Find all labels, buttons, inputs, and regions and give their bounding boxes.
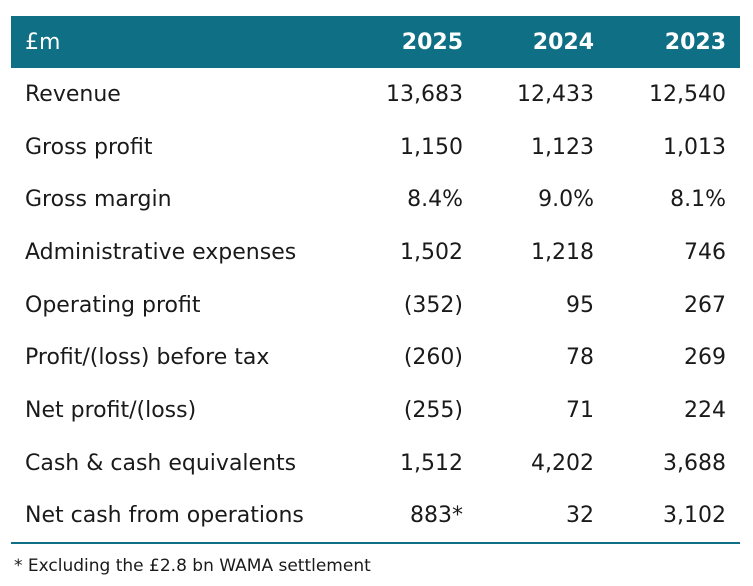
cell-2024: 78 <box>566 345 594 371</box>
table-row-gross-margin: Gross margin 8.4% 9.0% 8.1% <box>11 173 740 226</box>
table-row-revenue: Revenue 13,683 12,433 12,540 <box>11 68 740 121</box>
cell-2025: (352) <box>403 292 463 318</box>
row-label: Revenue <box>25 81 121 107</box>
table-header: £m 2025 2024 2023 <box>11 16 740 68</box>
cell-2024: 12,433 <box>517 81 594 107</box>
cell-2025: 13,683 <box>386 81 463 107</box>
row-label: Net profit/(loss) <box>25 397 197 423</box>
financial-summary-table-wrapper: £m 2025 2024 2023 Revenue 13,683 12,433 … <box>11 16 740 542</box>
row-label: Cash & cash equivalents <box>25 450 297 476</box>
cell-2023: 267 <box>684 292 726 318</box>
table-row-profit-before-tax: Profit/(loss) before tax (260) 78 269 <box>11 331 740 384</box>
table-row-net-cash-operations: Net cash from operations 883* 32 3,102 <box>11 490 740 543</box>
cell-2025: 883* <box>410 503 463 529</box>
cell-2025: (260) <box>403 345 463 371</box>
cell-2024: 95 <box>566 292 594 318</box>
cell-2025: (255) <box>403 397 463 423</box>
table-row-net-profit: Net profit/(loss) (255) 71 224 <box>11 384 740 437</box>
row-label: Profit/(loss) before tax <box>25 345 270 371</box>
header-year-2024: 2024 <box>532 29 594 55</box>
cell-2024: 71 <box>566 397 594 423</box>
cell-2025: 1,502 <box>400 239 463 265</box>
header-year-2025: 2025 <box>401 29 463 55</box>
header-row: £m 2025 2024 2023 <box>11 16 740 68</box>
cell-2023: 224 <box>684 397 726 423</box>
header-unit-label: £m <box>25 29 61 55</box>
cell-2024: 32 <box>566 503 594 529</box>
cell-2025: 1,512 <box>400 450 463 476</box>
table-body: Revenue 13,683 12,433 12,540 Gross profi… <box>11 68 740 542</box>
row-label: Gross margin <box>25 187 172 213</box>
cell-2023: 1,013 <box>663 134 726 160</box>
cell-2024: 1,123 <box>531 134 594 160</box>
cell-2023: 746 <box>684 239 726 265</box>
footnote: * Excluding the £2.8 bn WAMA settlement <box>14 556 371 576</box>
cell-2023: 8.1% <box>670 187 726 213</box>
financial-summary-table: £m 2025 2024 2023 Revenue 13,683 12,433 … <box>11 16 740 542</box>
cell-2023: 3,688 <box>663 450 726 476</box>
cell-2023: 12,540 <box>649 81 726 107</box>
cell-2024: 1,218 <box>531 239 594 265</box>
cell-2025: 1,150 <box>400 134 463 160</box>
row-label: Administrative expenses <box>25 239 297 265</box>
cell-2023: 3,102 <box>663 503 726 529</box>
header-year-2023: 2023 <box>664 29 726 55</box>
table-row-operating-profit: Operating profit (352) 95 267 <box>11 279 740 332</box>
row-label: Operating profit <box>25 292 201 318</box>
table-row-gross-profit: Gross profit 1,150 1,123 1,013 <box>11 121 740 174</box>
row-label: Gross profit <box>25 134 153 160</box>
table-row-cash-equivalents: Cash & cash equivalents 1,512 4,202 3,68… <box>11 437 740 490</box>
table-bottom-rule <box>11 542 740 544</box>
cell-2023: 269 <box>684 345 726 371</box>
cell-2025: 8.4% <box>407 187 463 213</box>
cell-2024: 9.0% <box>538 187 594 213</box>
cell-2024: 4,202 <box>531 450 594 476</box>
table-row-administrative-expenses: Administrative expenses 1,502 1,218 746 <box>11 226 740 279</box>
row-label: Net cash from operations <box>25 503 304 529</box>
